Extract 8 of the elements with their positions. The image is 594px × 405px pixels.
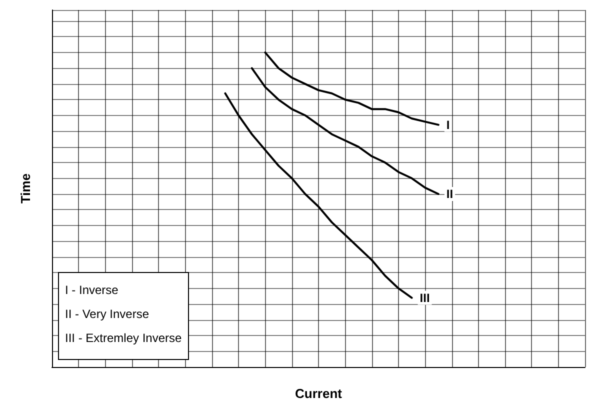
y-axis-title: Time	[18, 173, 33, 204]
annotation: II - Very Inverse	[65, 307, 150, 321]
series-label: I	[446, 118, 450, 132]
series-label: II	[446, 187, 454, 202]
x-axis-title: Current	[295, 386, 343, 401]
annotation: I - Inverse	[65, 283, 120, 297]
series-label: III	[420, 290, 430, 305]
annotation: III - Extremley Inverse	[65, 331, 182, 345]
